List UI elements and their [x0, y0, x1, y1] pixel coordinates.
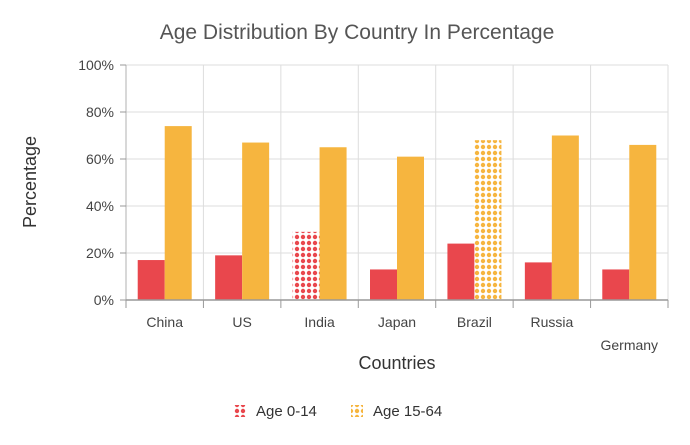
y-tick-label: 80%	[86, 104, 114, 120]
x-tick-label: Germany	[600, 337, 658, 353]
bar-1-germany[interactable]	[629, 144, 657, 300]
y-tick-labels: 0% 20% 40% 60% 80% 100%	[78, 57, 114, 308]
legend-swatch	[234, 405, 246, 417]
bar-0-japan[interactable]	[370, 269, 397, 300]
legend-label: Age 15-64	[373, 403, 442, 420]
x-tick-label: Japan	[378, 314, 416, 330]
x-tick-labels: China US India Japan Brazil Russia Germany	[146, 314, 658, 353]
bar-0-china[interactable]	[137, 260, 165, 300]
bars-group	[137, 126, 657, 301]
legend-item-1[interactable]: Age 15-64	[351, 403, 442, 420]
bar-1-us[interactable]	[242, 142, 270, 300]
bar-1-brazil[interactable]	[474, 140, 502, 300]
y-axis-title: Percentage	[20, 136, 40, 228]
bar-0-germany[interactable]	[602, 269, 630, 300]
chart-title: Age Distribution By Country In Percentag…	[160, 21, 555, 44]
legend-swatch	[351, 405, 363, 417]
x-tick-label: Brazil	[457, 314, 492, 330]
legend-label: Age 0-14	[256, 403, 317, 420]
bar-1-india[interactable]	[319, 147, 347, 300]
x-tick-label: India	[304, 314, 335, 330]
x-axis-title: Countries	[358, 353, 435, 373]
bar-1-japan[interactable]	[397, 156, 424, 300]
x-tick-label: Russia	[530, 314, 573, 330]
bar-0-russia[interactable]	[524, 262, 552, 300]
y-tick-label: 60%	[86, 151, 114, 167]
bar-0-brazil[interactable]	[447, 243, 475, 300]
y-tick-label: 100%	[78, 57, 114, 73]
x-tick-label: US	[232, 314, 251, 330]
x-tick-label: China	[146, 314, 183, 330]
bar-0-india[interactable]	[292, 231, 320, 300]
axes-group	[120, 64, 669, 308]
bar-0-us[interactable]	[215, 255, 243, 300]
legend-item-0[interactable]: Age 0-14	[234, 403, 317, 420]
bar-1-china[interactable]	[164, 126, 192, 300]
legend[interactable]: Age 0-14 Age 15-64	[234, 403, 442, 420]
y-tick-label: 20%	[86, 245, 114, 261]
y-tick-label: 40%	[86, 198, 114, 214]
y-tick-label: 0%	[94, 292, 114, 308]
bar-1-russia[interactable]	[551, 135, 579, 301]
